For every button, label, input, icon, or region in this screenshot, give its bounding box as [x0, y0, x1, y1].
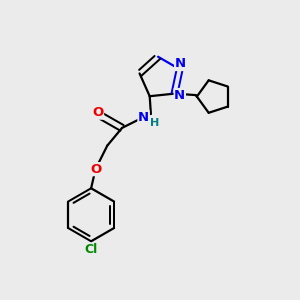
Text: O: O	[92, 106, 104, 119]
Text: N: N	[174, 88, 185, 102]
Text: O: O	[90, 163, 101, 176]
Text: Cl: Cl	[85, 243, 98, 256]
Text: N: N	[175, 57, 186, 70]
Text: N: N	[138, 110, 149, 124]
Text: H: H	[150, 118, 160, 128]
